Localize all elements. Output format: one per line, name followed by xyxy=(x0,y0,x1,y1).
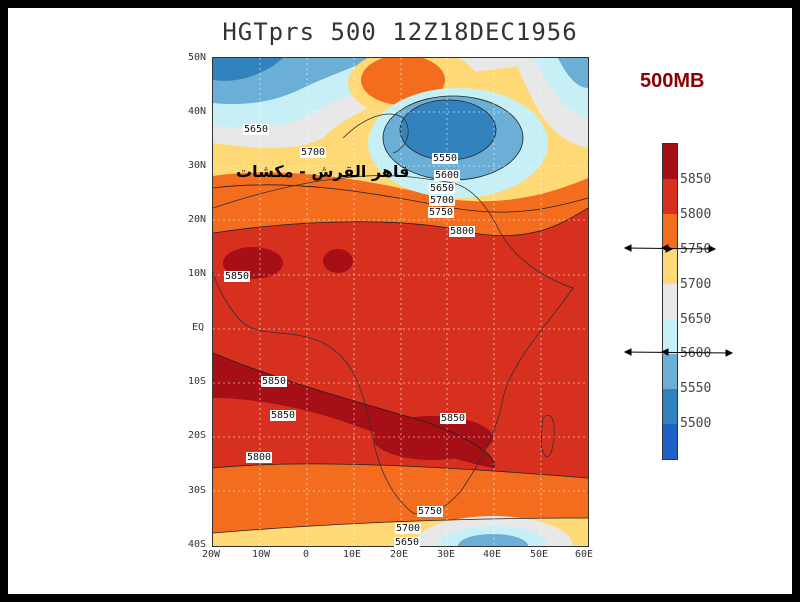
colorbar-segment xyxy=(663,389,677,424)
colorbar-segment xyxy=(663,179,677,214)
contour-label: 5800 xyxy=(449,226,476,237)
colorbar-segment xyxy=(663,284,677,319)
lat-label: 10S xyxy=(188,376,207,387)
lon-label: 10W xyxy=(252,549,271,560)
contour-label: 5700 xyxy=(300,147,327,158)
colorbar-tick: 5550 xyxy=(680,381,712,396)
colorbar xyxy=(662,143,678,460)
contour-label: 5850 xyxy=(261,376,288,387)
contour-label: 5650 xyxy=(394,537,421,548)
contour-label: 5700 xyxy=(395,523,422,534)
lat-label: 30S xyxy=(188,485,207,496)
contour-label: 5850 xyxy=(270,410,297,421)
lat-label: EQ xyxy=(192,322,205,333)
colorbar-tick: 5750 xyxy=(680,242,712,257)
low-5550 xyxy=(400,100,496,160)
lat-label: 10N xyxy=(188,268,207,279)
low-5600-south xyxy=(458,534,528,546)
colorbar-markers xyxy=(623,244,734,357)
colorbar-tick: 5500 xyxy=(680,416,712,431)
lon-label: 40E xyxy=(483,549,502,560)
coastlines xyxy=(213,113,574,515)
marker-5600-arrow xyxy=(623,348,734,357)
lat-label: 30N xyxy=(188,160,207,171)
lon-label: 30E xyxy=(437,549,456,560)
lat-label: 20N xyxy=(188,214,207,225)
colorbar-tick: 5650 xyxy=(680,312,712,327)
high-5850-center xyxy=(323,249,353,273)
lon-label: 50E xyxy=(530,549,549,560)
colorbar-segment xyxy=(663,144,677,179)
contour-label: 5600 xyxy=(434,170,461,181)
lat-label: 50N xyxy=(188,52,207,63)
level-label: 500MB xyxy=(640,70,705,92)
contour-label: 5850 xyxy=(224,271,251,282)
colorbar-tick: 5800 xyxy=(680,207,712,222)
lat-label: 20S xyxy=(188,430,207,441)
lon-label: 60E xyxy=(575,549,594,560)
colorbar-segment xyxy=(663,249,677,284)
colorbar-segment xyxy=(663,424,677,459)
high-5850-south-east xyxy=(373,416,493,460)
lon-label: 20E xyxy=(390,549,409,560)
colorbar-tick: 5850 xyxy=(680,172,712,187)
contour-label: 5650 xyxy=(243,124,270,135)
map-panel xyxy=(212,57,589,547)
lon-label: 10E xyxy=(343,549,362,560)
height-field xyxy=(213,58,588,546)
contour-label: 5550 xyxy=(432,153,459,164)
graticule xyxy=(213,58,588,546)
colorbar-segment xyxy=(663,354,677,389)
contour-label: 5750 xyxy=(417,506,444,517)
arabic-annotation: قاهر القرش - مكشات xyxy=(236,162,410,181)
colorbar-tick: 5700 xyxy=(680,277,712,292)
contour-label: 5850 xyxy=(440,413,467,424)
contour-label: 5700 xyxy=(429,195,456,206)
colorbar-segment xyxy=(663,319,677,354)
colorbar-segment xyxy=(663,214,677,249)
lat-label: 40N xyxy=(188,106,207,117)
lon-label: 20W xyxy=(202,549,221,560)
band-5550-north xyxy=(213,58,283,81)
trough-5600 xyxy=(558,58,588,88)
contour-label: 5650 xyxy=(429,183,456,194)
lon-label: 0 xyxy=(303,549,310,560)
contour-label: 5800 xyxy=(246,452,273,463)
marker-5750-arrow xyxy=(623,244,717,253)
contour-label: 5750 xyxy=(428,207,455,218)
map-title: HGTprs 500 12Z18DEC1956 xyxy=(222,18,578,46)
lat-label: 40S xyxy=(188,539,207,550)
colorbar-tick: 5600 xyxy=(680,346,712,361)
